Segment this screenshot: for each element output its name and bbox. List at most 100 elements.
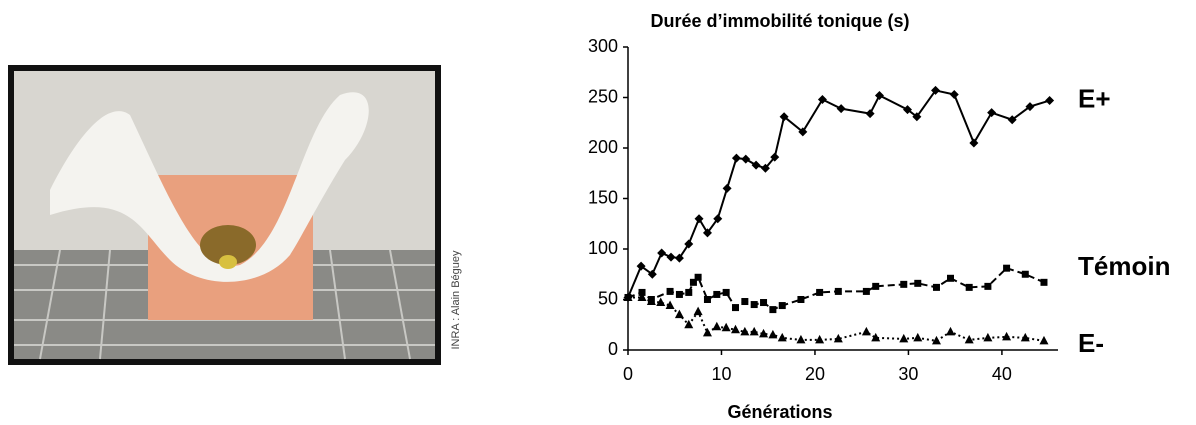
point [656,297,666,307]
point [702,228,712,238]
point [684,239,694,249]
point [666,252,676,262]
y-tick-label: 50 [598,288,618,308]
point [722,288,730,296]
point [913,332,923,342]
y-tick-label: 0 [608,339,618,359]
series-label: E- [1078,328,1104,358]
point [1003,264,1011,272]
point [637,292,647,301]
point [770,152,780,162]
point [964,334,974,344]
point [931,335,941,345]
point [741,154,751,164]
y-tick-label: 250 [588,86,618,106]
point [836,104,846,114]
photo-quail [200,225,256,265]
point [797,296,805,303]
photo-credit: INRA : Alain Béguey [450,250,462,350]
point [712,321,722,331]
point [931,85,941,95]
point [987,108,997,118]
point [666,287,674,295]
point [816,288,824,296]
point [965,283,973,291]
point [779,112,789,122]
x-tick-label: 30 [898,364,918,384]
y-tick-label: 150 [588,187,618,207]
point [665,300,675,310]
point [903,105,912,115]
x-tick-label: 20 [805,364,825,384]
point [759,328,769,338]
point [768,329,778,339]
point [693,306,703,316]
point [751,160,761,170]
point [932,283,940,291]
point [722,183,732,193]
point [815,334,825,344]
point [900,280,908,288]
point [741,298,749,306]
chart-title: Durée d’immobilité tonique (s) [650,11,909,31]
point [675,290,683,298]
series-label: E+ [1078,83,1111,113]
photo-towel [50,92,369,282]
point [703,296,711,303]
point [646,296,656,306]
point [983,332,993,342]
point [750,301,758,309]
point [732,304,739,312]
point [1020,332,1030,342]
point [731,324,740,334]
point [777,332,787,342]
point [949,89,959,99]
point [1039,335,1049,345]
point [865,109,875,119]
x-axis-title: Générations [727,402,832,422]
point [817,95,827,105]
point [969,138,979,148]
point [1045,96,1055,106]
point [694,214,704,224]
point [702,327,712,337]
point [984,282,992,290]
y-tick-label: 200 [588,137,618,157]
point [1002,331,1012,341]
point [636,261,646,271]
point [834,287,842,295]
series-label: Témoin [1078,251,1170,281]
point [685,288,693,296]
series-line [627,89,1050,298]
point [872,282,880,290]
point [657,248,667,258]
photo-beak [219,255,237,269]
point [749,326,759,336]
y-tick-label: 300 [588,36,618,56]
point [713,214,723,224]
point [647,269,657,279]
point [623,292,633,301]
point [694,273,702,281]
point [1025,102,1035,112]
series-line [628,296,1045,342]
x-tick-label: 0 [623,364,633,384]
photo-grid [14,249,435,360]
point [731,153,741,163]
point [1007,115,1017,125]
point [760,163,770,173]
point [713,290,721,298]
point [871,332,881,342]
point [796,334,806,344]
point [946,326,955,336]
point [769,306,777,314]
point [861,326,871,336]
y-tick-label: 100 [588,238,618,258]
point [740,326,750,336]
point [798,127,808,137]
photo: INRA : Alain Béguey [8,65,462,365]
point [914,279,922,287]
point [760,299,768,307]
